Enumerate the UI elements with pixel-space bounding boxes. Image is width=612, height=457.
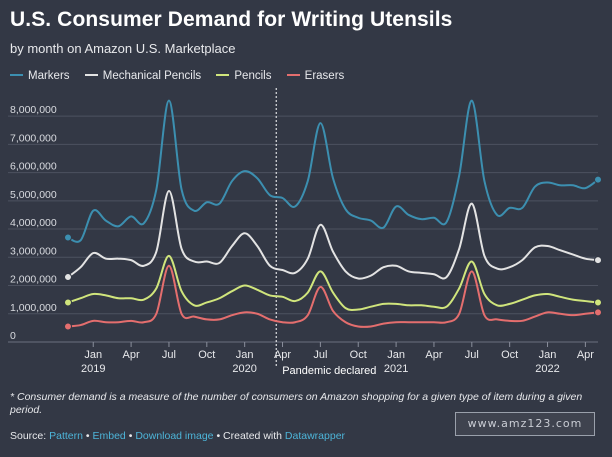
y-tick-label: 5,000,000 (10, 189, 57, 201)
source-separator: • (128, 430, 133, 442)
legend-swatch-erasers (286, 73, 300, 76)
x-tick-label: Jan (539, 349, 557, 361)
legend-label-markers: Markers (28, 70, 70, 82)
source-separator: • (85, 430, 90, 442)
legend-item-markers: Markers (10, 70, 70, 82)
x-tick-label: Apr (425, 349, 442, 361)
legend-item-pencils: Pencils (216, 70, 271, 82)
source-line: Source: Pattern • Embed • Download image… (10, 430, 345, 442)
series-line-markers (67, 99, 599, 243)
x-year-label: 2021 (384, 363, 408, 375)
series-end-point-mechanical-pencils (594, 256, 602, 265)
series-start-point-markers (64, 233, 72, 242)
x-tick-label: Oct (501, 349, 518, 361)
source-prefix: Source: (10, 430, 47, 442)
y-tick-label: 1,000,000 (10, 302, 57, 314)
chart-title: U.S. Consumer Demand for Writing Utensil… (10, 8, 453, 31)
x-tick-label: Oct (350, 349, 367, 361)
series-end-point-pencils (594, 298, 602, 307)
series-line-mechanical-pencils (67, 189, 599, 280)
y-tick-label: 7,000,000 (10, 132, 57, 144)
legend-item-mechanical-pencils: Mechanical Pencils (84, 70, 202, 82)
line-chart: 0 1,000,000 2,000,000 3,000,000 4,000,000 5,0… (8, 88, 602, 377)
x-tick-label: Jan (236, 349, 254, 361)
legend-label-mechanical-pencils: Mechanical Pencils (102, 70, 202, 82)
x-tick-label: Jan (387, 349, 405, 361)
datawrapper-link[interactable]: Datawrapper (284, 430, 346, 442)
legend-item-erasers: Erasers (286, 70, 345, 82)
y-tick-label: 0 (10, 330, 16, 342)
x-tick-label: Jan (84, 349, 102, 361)
x-tick-label: Oct (198, 349, 215, 361)
download-image-link[interactable]: Download image (135, 430, 214, 442)
series-line-erasers (67, 264, 599, 328)
x-year-label: 2022 (535, 363, 559, 375)
legend-swatch-pencils (216, 73, 230, 76)
x-tick-label: Apr (274, 349, 291, 361)
legend-swatch-markers (10, 73, 23, 76)
series-end-point-erasers (594, 308, 602, 317)
y-tick-label: 2,000,000 (10, 274, 57, 286)
legend-swatch-mechanical-pencils (84, 73, 98, 76)
x-tick-label: Apr (123, 349, 140, 361)
x-tick-label: Jul (313, 349, 327, 361)
x-year-label: 2019 (81, 363, 105, 375)
x-tick-label: Jul (465, 349, 479, 361)
series-start-point-erasers (64, 322, 72, 331)
watermark: www.amz123.com (455, 412, 595, 436)
series-end-point-markers (594, 175, 602, 184)
source-link-pattern[interactable]: Pattern (49, 430, 83, 442)
y-tick-label: 8,000,000 (10, 104, 57, 116)
embed-link[interactable]: Embed (92, 430, 126, 442)
x-tick-label: Jul (162, 349, 176, 361)
y-tick-label: 4,000,000 (10, 217, 57, 229)
footnote: * Consumer demand is a measure of the nu… (10, 391, 583, 416)
y-tick-label: 3,000,000 (10, 245, 57, 257)
legend-label-erasers: Erasers (304, 70, 345, 82)
legend-label-pencils: Pencils (234, 70, 272, 82)
series-start-point-mechanical-pencils (64, 273, 72, 282)
series-line-pencils (67, 254, 599, 311)
pandemic-annotation-label: Pandemic declared (282, 365, 376, 377)
series-start-point-pencils (64, 298, 72, 307)
x-year-label: 2020 (232, 363, 256, 375)
x-tick-label: Apr (577, 349, 594, 361)
legend: Markers Mechanical Pencils Pencils Erase… (10, 70, 356, 86)
chart-subtitle: by month on Amazon U.S. Marketplace (10, 41, 236, 56)
y-tick-label: 6,000,000 (10, 161, 57, 173)
created-with-text: • Created with (216, 430, 282, 442)
